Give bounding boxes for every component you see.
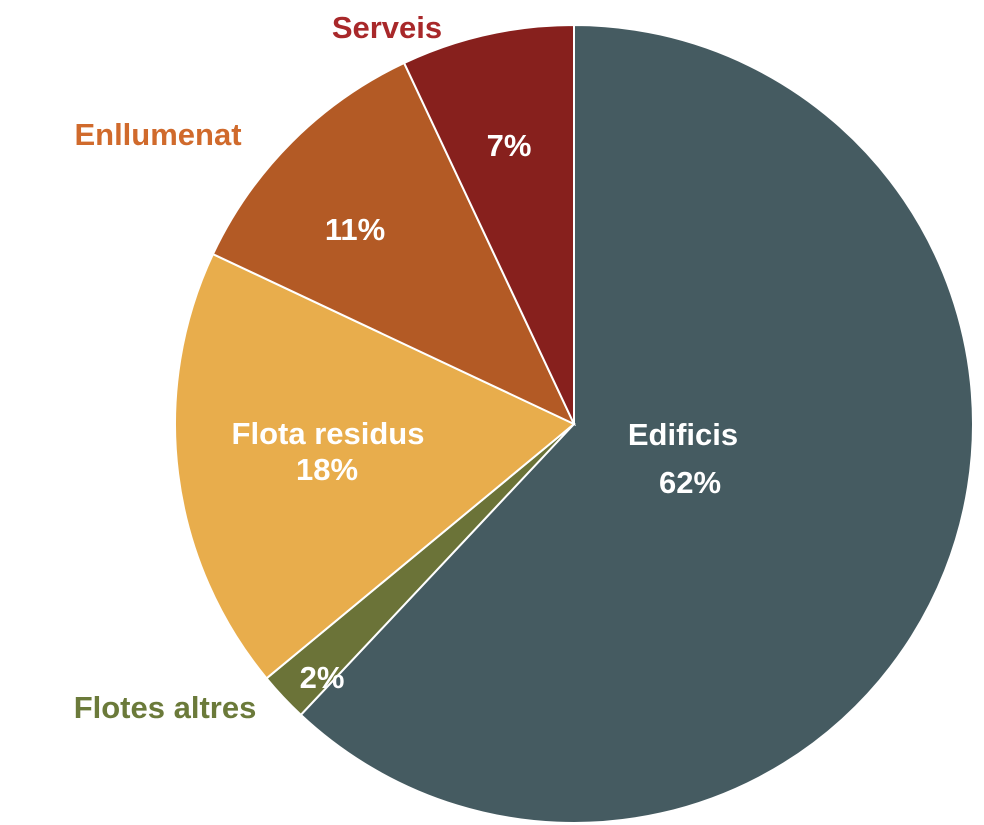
pie-slices [174,23,974,824]
pie-slice-edificis [299,23,974,824]
pie-slice-flota-residus [174,252,576,680]
pie-slice-serveis [402,23,575,425]
pie-slice-enllumenat [211,61,577,427]
value-label-serveis: 7% [487,128,532,163]
value-label-flota-residus: 18% [296,452,358,487]
label-flotes-altres: Flotes altres [74,690,257,725]
label-edificis: Edificis [628,417,738,452]
label-serveis: Serveis [332,10,442,45]
value-label-enllumenat: 11% [325,212,385,247]
label-enllumenat: Enllumenat [74,117,241,152]
value-label-flotes-altres: 2% [300,660,345,695]
value-label-edificis: 62% [659,465,721,500]
label-flota-residus: Flota residus [232,416,425,451]
